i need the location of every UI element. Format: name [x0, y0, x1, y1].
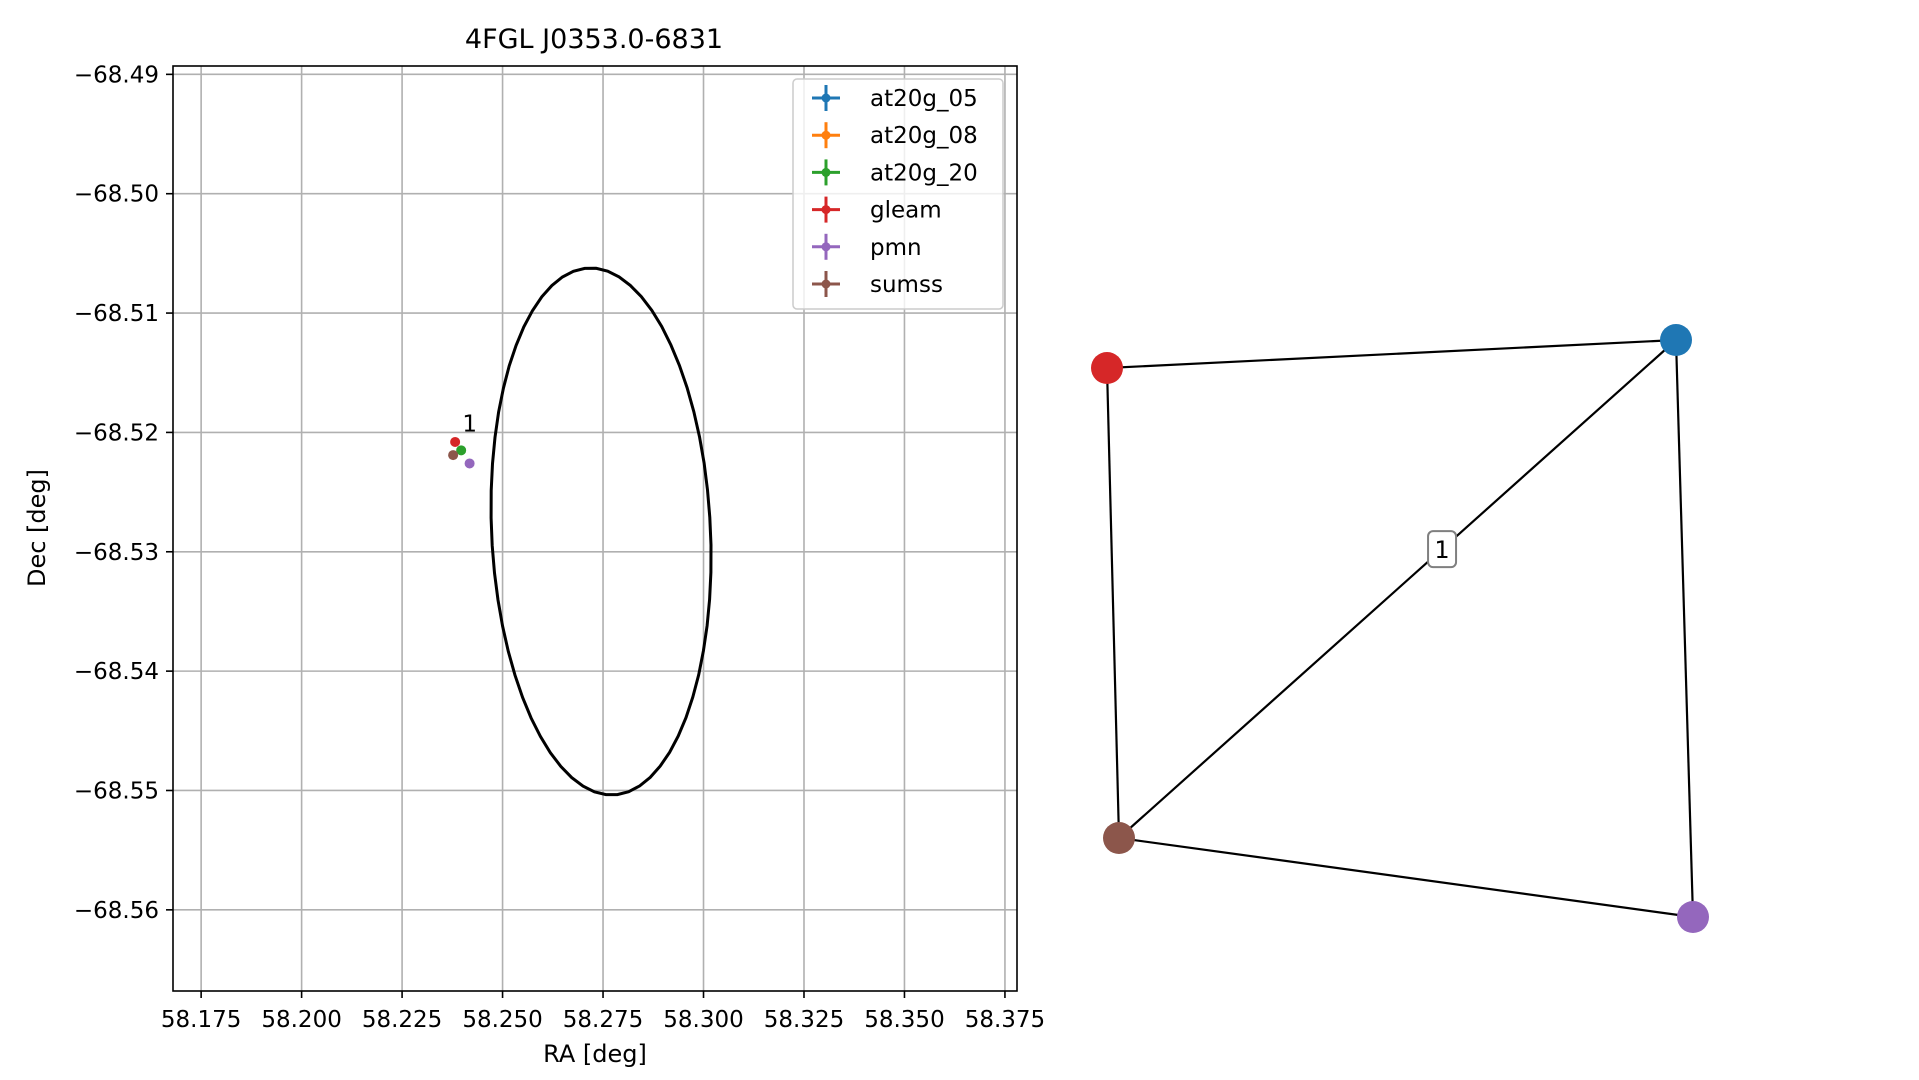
legend-box: [792, 78, 1004, 310]
annotation-layer: 1: [462, 411, 477, 437]
legend-marker-dot: [821, 205, 831, 215]
graph-edge: [1118, 339, 1677, 839]
y-gridlines: [173, 73, 1017, 911]
y-tick-label: −68.53: [74, 540, 159, 566]
x-axis-label: RA [deg]: [543, 1040, 647, 1068]
plot-frame: [172, 65, 1018, 992]
legend-marker-dot: [821, 93, 831, 103]
data-point-at20g_20: [456, 445, 467, 456]
x-tick-label: 58.175: [161, 1007, 241, 1033]
graph-edge: [1674, 339, 1695, 918]
x-tick-label: 58.250: [462, 1007, 542, 1033]
legend-label: at20g_20: [870, 160, 978, 186]
network-graph: 1: [1091, 324, 1709, 933]
error-ellipse: [489, 266, 713, 797]
error-ellipse-layer: [489, 266, 713, 797]
x-axis-ticks: 58.175 58.200 58.225 58.250 58.275 58.300 58.3…: [161, 991, 1045, 1033]
legend-label: at20g_05: [870, 86, 978, 112]
graph-node-at20g_05: [1660, 324, 1692, 356]
y-tick-label: −68.52: [74, 420, 159, 446]
graph-node-pmn: [1677, 901, 1709, 933]
scatter-plot: 4FGL J0353.0-6831 1 58.175 58.200 58.225 58…: [23, 24, 1045, 1068]
data-point-pmn: [464, 458, 475, 469]
graph-node-sumss: [1103, 822, 1135, 854]
legend-label: pmn: [870, 235, 922, 261]
legend-entry-gleam: gleam: [812, 196, 942, 224]
y-tick-label: −68.54: [74, 659, 159, 685]
legend-label: gleam: [870, 198, 942, 224]
legend-marker-dot: [821, 279, 831, 289]
legend-marker-dot: [821, 130, 831, 140]
edge-label-box: [1427, 530, 1458, 569]
x-tick-label: 58.275: [563, 1007, 643, 1033]
x-tick-label: 58.350: [864, 1007, 944, 1033]
y-axis-label: Dec [deg]: [23, 469, 51, 587]
legend-entry-at20g_05: at20g_05: [812, 85, 978, 112]
data-point-sumss: [448, 450, 459, 461]
legend-entry-at20g_08: at20g_08: [812, 122, 978, 149]
graph-edge: [1118, 836, 1694, 919]
plot-title: 4FGL J0353.0-6831: [465, 24, 723, 55]
y-axis-ticks: −68.49 −68.50 −68.51 −68.52 −68.53 −68.54 −68.…: [74, 62, 173, 924]
y-tick-label: −68.56: [74, 898, 159, 924]
graph-node-gleam: [1091, 352, 1123, 384]
data-point-gleam: [450, 436, 461, 447]
data-points-layer: [448, 436, 475, 469]
graph-edge-labels: 1: [1427, 530, 1458, 569]
legend-marker-dot: [821, 167, 831, 177]
edge-label-text: 1: [1434, 536, 1449, 564]
x-tick-label: 58.200: [261, 1007, 341, 1033]
x-tick-label: 58.300: [663, 1007, 743, 1033]
legend-label: sumss: [870, 272, 943, 298]
graph-nodes: [1091, 324, 1709, 933]
legend-entry-sumss: sumss: [812, 271, 943, 298]
legend-marker-dot: [821, 242, 831, 252]
legend-entry-at20g_20: at20g_20: [812, 159, 978, 186]
y-tick-label: −68.51: [74, 301, 159, 327]
graph-edges: [1105, 338, 1695, 919]
x-tick-label: 58.225: [362, 1007, 442, 1033]
legend-label: at20g_08: [870, 123, 978, 149]
x-tick-label: 58.325: [764, 1007, 844, 1033]
edge-label: 1: [1427, 530, 1458, 569]
y-tick-label: −68.49: [74, 62, 159, 88]
legend-entry-pmn: pmn: [812, 233, 922, 261]
graph-edge: [1106, 338, 1677, 370]
x-tick-label: 58.375: [965, 1007, 1045, 1033]
graph-edge: [1105, 367, 1121, 839]
y-tick-label: −68.50: [74, 182, 159, 208]
y-tick-label: −68.55: [74, 778, 159, 804]
x-gridlines: [200, 66, 1006, 991]
point-annotation: 1: [462, 411, 477, 437]
